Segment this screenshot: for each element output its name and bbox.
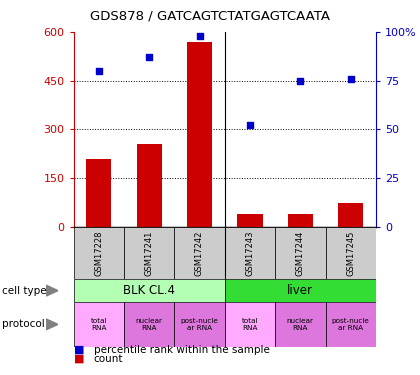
Text: cell type: cell type bbox=[2, 286, 47, 296]
Text: GSM17228: GSM17228 bbox=[94, 230, 103, 276]
Bar bbox=[338, 202, 363, 227]
Bar bbox=[124, 227, 174, 279]
Text: nuclear
RNA: nuclear RNA bbox=[287, 318, 314, 331]
Bar bbox=[74, 302, 124, 347]
Bar bbox=[326, 302, 376, 347]
Bar bbox=[275, 227, 326, 279]
Polygon shape bbox=[46, 285, 58, 296]
Bar bbox=[174, 302, 225, 347]
Bar bbox=[225, 302, 275, 347]
Text: GDS878 / GATCAGTCTATGAGTCAATA: GDS878 / GATCAGTCTATGAGTCAATA bbox=[90, 9, 330, 22]
Bar bbox=[174, 227, 225, 279]
Text: total
RNA: total RNA bbox=[90, 318, 107, 331]
Text: ■: ■ bbox=[74, 354, 87, 364]
Polygon shape bbox=[46, 319, 58, 330]
Text: BLK CL.4: BLK CL.4 bbox=[123, 284, 175, 297]
Point bbox=[95, 68, 102, 74]
Bar bbox=[136, 144, 162, 227]
Bar bbox=[225, 279, 376, 302]
Text: GSM17244: GSM17244 bbox=[296, 230, 305, 276]
Bar bbox=[225, 227, 275, 279]
Text: percentile rank within the sample: percentile rank within the sample bbox=[94, 345, 270, 355]
Point bbox=[297, 78, 304, 84]
Text: GSM17241: GSM17241 bbox=[144, 230, 154, 276]
Text: GSM17242: GSM17242 bbox=[195, 230, 204, 276]
Point bbox=[247, 123, 253, 129]
Bar bbox=[237, 214, 262, 227]
Text: count: count bbox=[94, 354, 123, 364]
Text: nuclear
RNA: nuclear RNA bbox=[136, 318, 163, 331]
Text: post-nucle
ar RNA: post-nucle ar RNA bbox=[332, 318, 370, 331]
Point bbox=[196, 33, 203, 39]
Bar bbox=[86, 159, 111, 227]
Point bbox=[347, 76, 354, 82]
Bar bbox=[275, 302, 326, 347]
Bar bbox=[124, 302, 174, 347]
Bar bbox=[326, 227, 376, 279]
Bar bbox=[187, 42, 212, 227]
Bar bbox=[74, 279, 225, 302]
Text: GSM17243: GSM17243 bbox=[245, 230, 255, 276]
Text: post-nucle
ar RNA: post-nucle ar RNA bbox=[181, 318, 218, 331]
Text: liver: liver bbox=[287, 284, 313, 297]
Text: total
RNA: total RNA bbox=[241, 318, 258, 331]
Bar bbox=[74, 227, 124, 279]
Bar bbox=[288, 214, 313, 227]
Text: ■: ■ bbox=[74, 345, 87, 355]
Text: protocol: protocol bbox=[2, 320, 45, 329]
Point bbox=[146, 54, 152, 60]
Text: GSM17245: GSM17245 bbox=[346, 230, 355, 276]
